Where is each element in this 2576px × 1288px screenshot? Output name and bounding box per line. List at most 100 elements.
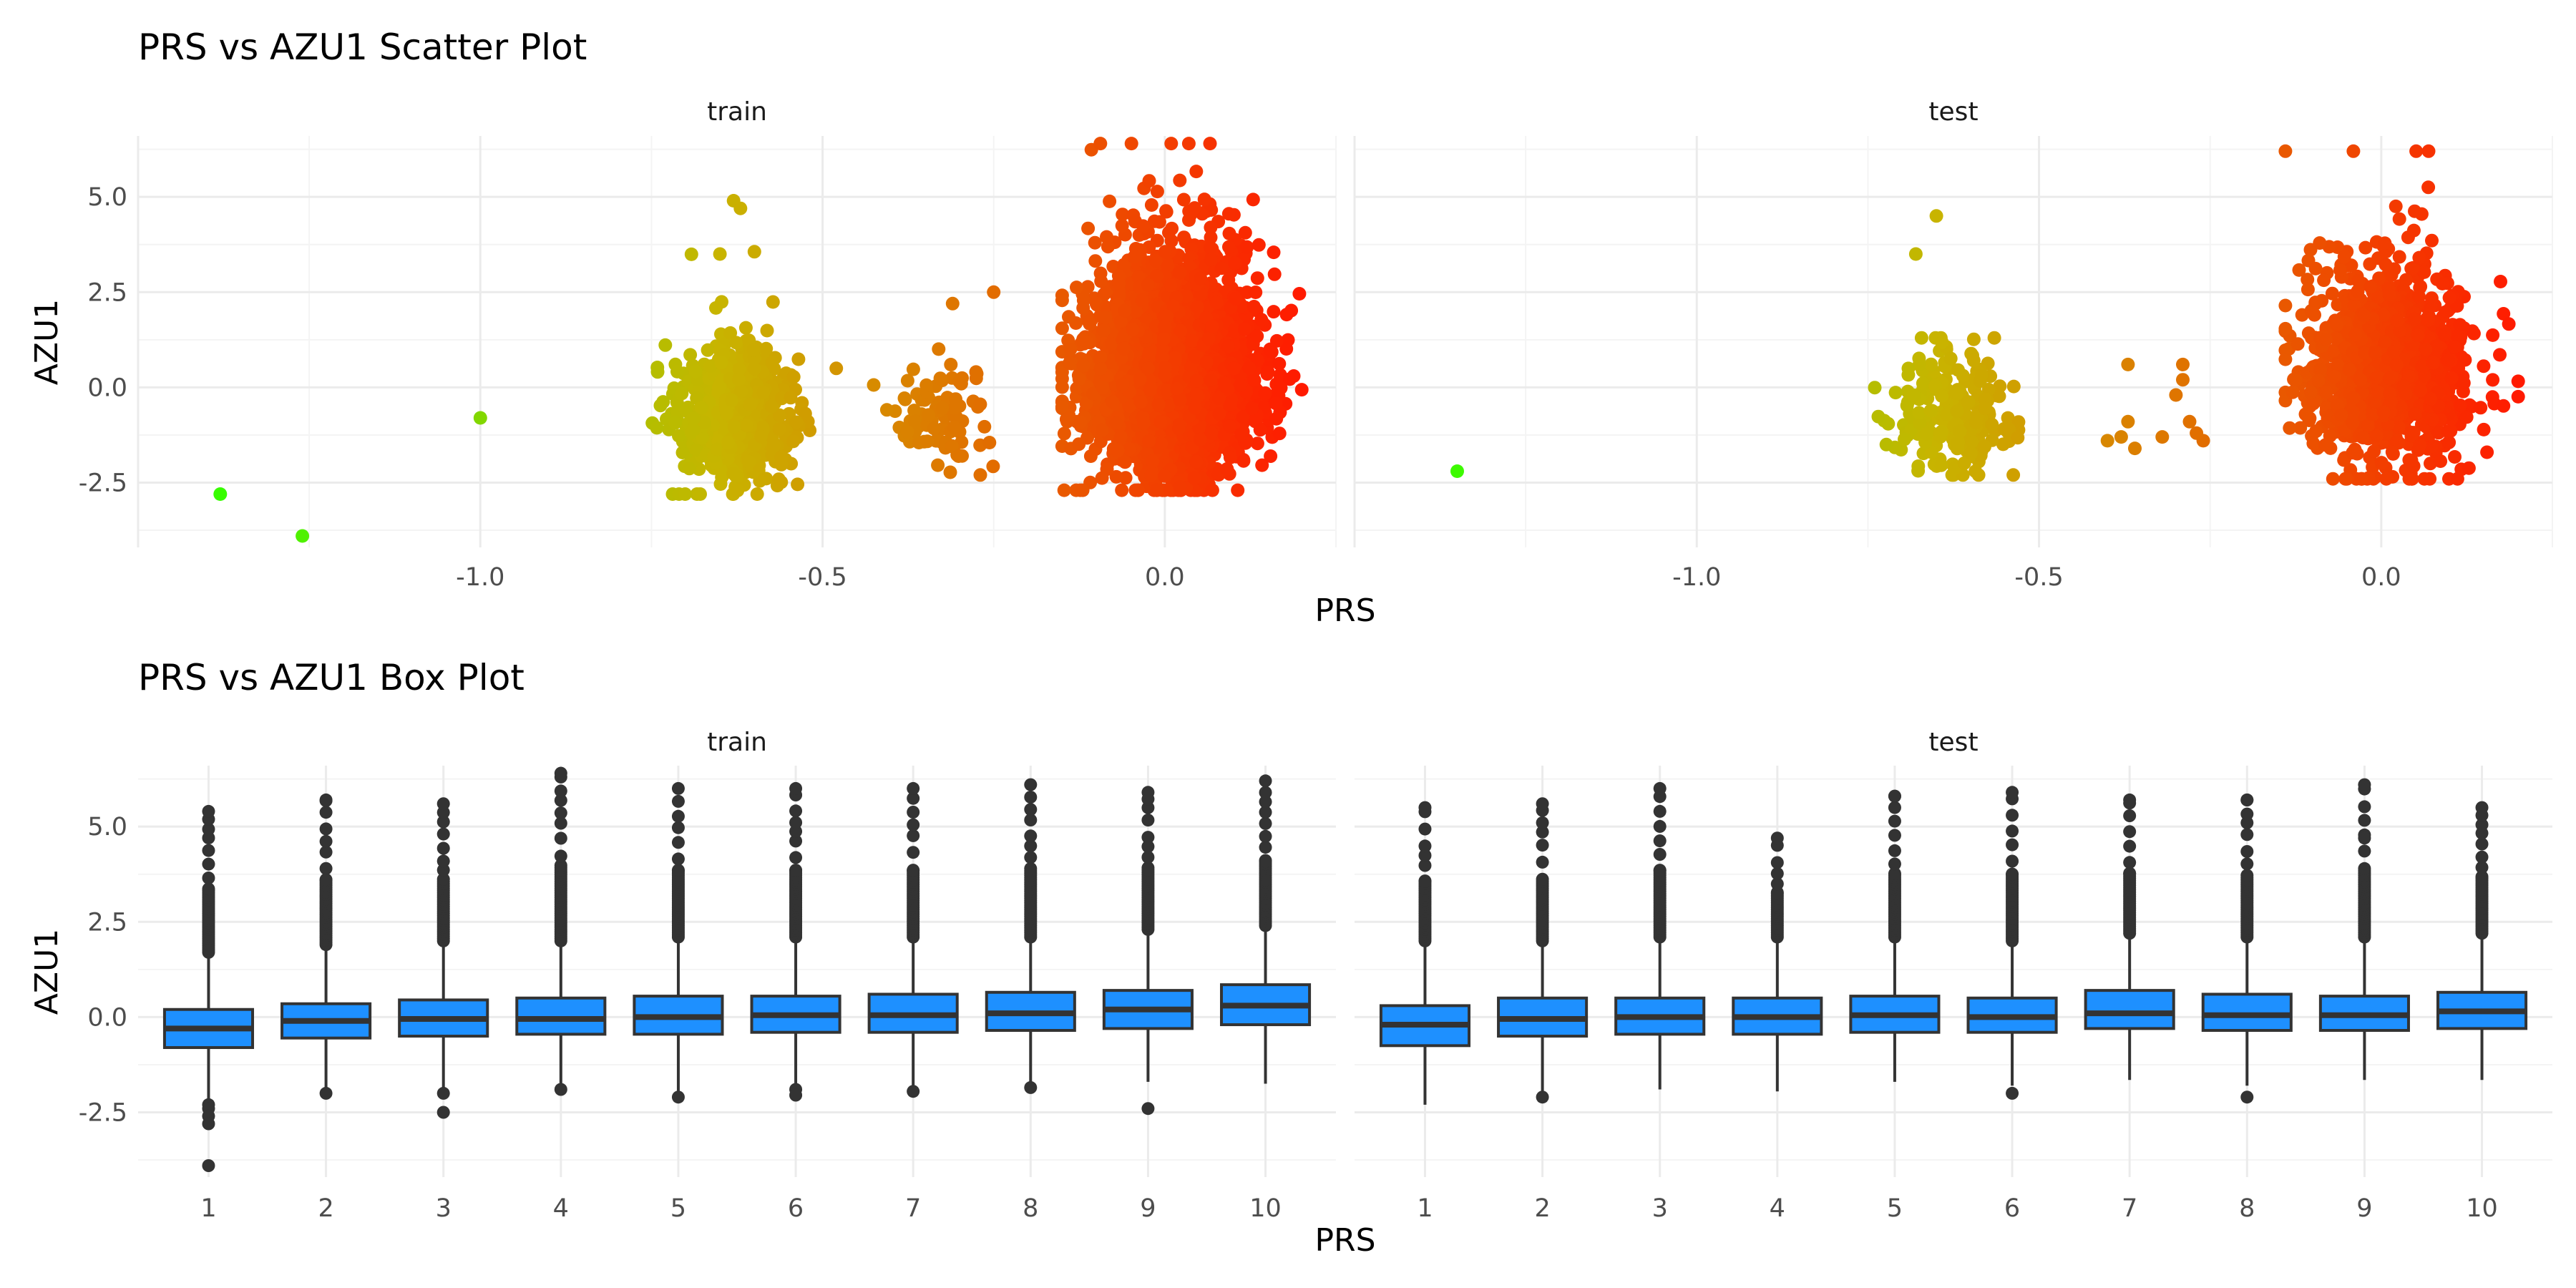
- scatter-point: [2434, 454, 2448, 468]
- scatter-point: [1221, 207, 1236, 221]
- scatter-point: [1106, 395, 1120, 409]
- scatter-point: [296, 529, 310, 543]
- scatter-point: [945, 296, 960, 311]
- x-tick-label: -0.5: [798, 563, 847, 592]
- scatter-point: [1220, 462, 1234, 476]
- scatter-point: [740, 419, 754, 433]
- scatter-point: [1250, 271, 1264, 286]
- scatter-point: [1166, 299, 1180, 313]
- scatter-point: [1223, 450, 1237, 464]
- scatter-point: [1193, 432, 1207, 447]
- scatter-point: [1158, 469, 1172, 483]
- scatter-point: [1264, 345, 1279, 359]
- scatter-chart: PRS vs AZU1 Scatter Plot train test -1.0…: [29, 26, 2553, 629]
- scatter-point: [1063, 356, 1077, 370]
- scatter-point: [1194, 271, 1208, 286]
- x-tick-label: -0.5: [2014, 563, 2063, 592]
- scatter-point: [1226, 361, 1241, 376]
- scatter-point: [1093, 137, 1108, 151]
- scatter-point: [2448, 450, 2462, 464]
- scatter-point: [1070, 280, 1083, 295]
- scatter-point: [750, 487, 764, 501]
- scatter-point: [1238, 225, 1252, 240]
- scatter-point: [2399, 273, 2414, 287]
- scatter-point: [798, 406, 812, 421]
- scatter-point: [1247, 374, 1262, 387]
- scatter-point: [2337, 250, 2351, 264]
- scatter-point: [2421, 180, 2436, 195]
- scatter-point: [1174, 323, 1188, 338]
- scatter-point: [1194, 287, 1208, 301]
- scatter-point: [1151, 397, 1166, 411]
- scatter-point: [1222, 240, 1236, 254]
- scatter-point: [1204, 373, 1218, 387]
- scatter-point: [1172, 421, 1186, 436]
- scatter-point: [1250, 436, 1264, 451]
- scatter-point: [1209, 296, 1224, 310]
- scatter-point: [1113, 429, 1128, 444]
- scatter-point: [1164, 137, 1179, 151]
- scatter-point: [678, 487, 692, 501]
- scatter-point: [1173, 173, 1187, 187]
- y-tick-label: 0.0: [87, 374, 127, 402]
- scatter-point: [1055, 321, 1069, 336]
- y-tick-label: 5.0: [87, 183, 127, 212]
- scatter-point: [2408, 204, 2421, 218]
- scatter-point: [1094, 274, 1108, 288]
- scatter-point: [1189, 165, 1204, 179]
- scatter-point: [2338, 472, 2353, 486]
- scatter-point: [1115, 218, 1129, 233]
- scatter-point: [772, 422, 786, 436]
- scatter-point: [1267, 245, 1281, 260]
- scatter-point: [1109, 416, 1123, 430]
- scatter-point: [1135, 293, 1149, 308]
- scatter-point: [2425, 233, 2439, 248]
- scatter-point: [1279, 308, 1294, 322]
- scatter-point: [2374, 456, 2389, 470]
- scatter-point: [1076, 358, 1091, 373]
- scatter-point: [791, 477, 805, 492]
- scatter-point: [1204, 230, 1218, 245]
- scatter-point: [1097, 323, 1111, 338]
- scatter-point: [1185, 334, 1199, 348]
- scatter-point: [1170, 381, 1184, 396]
- scatter-point: [1269, 333, 1284, 348]
- scatter-point: [1160, 309, 1174, 323]
- scatter-point: [670, 364, 684, 379]
- scatter-point: [1098, 311, 1113, 325]
- scatter-strip-train: train: [707, 97, 767, 127]
- scatter-point: [1057, 483, 1071, 497]
- scatter-point: [1131, 483, 1146, 497]
- scatter-point: [2424, 291, 2439, 306]
- scatter-point: [1105, 336, 1119, 351]
- scatter-point: [2289, 373, 2303, 387]
- scatter-point: [1187, 471, 1201, 485]
- scatter-point: [1142, 174, 1156, 188]
- scatter-point: [1126, 323, 1140, 337]
- scatter-point: [927, 421, 941, 436]
- scatter-point: [898, 392, 912, 406]
- scatter-point: [1176, 192, 1191, 207]
- scatter-point: [1080, 334, 1093, 348]
- scatter-point: [686, 423, 701, 437]
- scatter-point: [2477, 422, 2491, 436]
- scatter-point: [1113, 314, 1128, 328]
- scatter-point: [2306, 396, 2321, 411]
- scatter-point: [919, 378, 934, 392]
- scatter-point: [684, 247, 698, 261]
- scatter-point: [729, 336, 743, 350]
- scatter-point: [1150, 185, 1164, 199]
- scatter-point: [2278, 298, 2293, 313]
- scatter-point: [1205, 319, 1219, 333]
- scatter-point: [675, 446, 690, 459]
- x-tick-label: -1.0: [1672, 563, 1721, 592]
- scatter-point: [675, 386, 689, 401]
- scatter-point: [1093, 362, 1108, 376]
- scatter-point: [1279, 342, 1294, 356]
- scatter-point: [1204, 253, 1218, 267]
- scatter-point: [1188, 401, 1202, 415]
- scatter-point: [693, 487, 707, 501]
- scatter-point: [1272, 426, 1287, 441]
- scatter-point: [977, 419, 992, 434]
- scatter-point: [1267, 305, 1281, 319]
